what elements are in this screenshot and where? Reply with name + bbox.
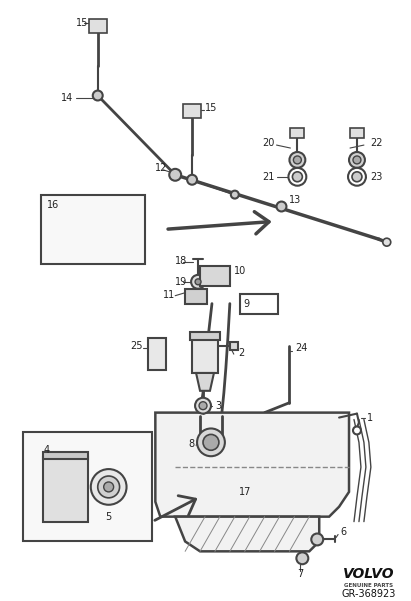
Circle shape — [203, 435, 219, 450]
Circle shape — [191, 275, 205, 288]
Bar — [230, 342, 238, 350]
Text: VOLVO: VOLVO — [343, 567, 395, 581]
Text: 15: 15 — [76, 18, 88, 28]
Bar — [291, 128, 304, 138]
Bar — [350, 128, 364, 138]
Circle shape — [197, 429, 225, 456]
Text: 17: 17 — [238, 487, 251, 497]
Circle shape — [187, 175, 197, 185]
Circle shape — [292, 172, 302, 182]
Text: GR-368923: GR-368923 — [342, 589, 396, 599]
Bar — [192, 338, 218, 373]
Circle shape — [293, 156, 301, 164]
Text: 10: 10 — [234, 266, 246, 276]
Circle shape — [277, 201, 286, 212]
Text: 4: 4 — [43, 445, 49, 456]
Text: 11: 11 — [163, 290, 175, 300]
Text: 15: 15 — [205, 103, 217, 114]
Text: 1: 1 — [367, 412, 373, 423]
Bar — [200, 266, 230, 286]
Text: 20: 20 — [263, 138, 275, 148]
Text: 13: 13 — [289, 195, 302, 204]
Polygon shape — [175, 517, 319, 551]
Text: 16: 16 — [47, 200, 59, 210]
Circle shape — [349, 152, 365, 168]
Bar — [23, 433, 152, 542]
Text: 23: 23 — [370, 172, 382, 182]
Circle shape — [91, 469, 127, 505]
Text: 22: 22 — [370, 138, 382, 148]
Circle shape — [104, 482, 113, 492]
Text: 25: 25 — [131, 341, 143, 351]
Circle shape — [195, 398, 211, 413]
Circle shape — [199, 401, 207, 410]
Bar — [190, 332, 220, 340]
Polygon shape — [155, 413, 349, 517]
Text: GENUINE PARTS: GENUINE PARTS — [344, 582, 393, 588]
Text: 14: 14 — [61, 93, 73, 103]
Bar — [43, 457, 88, 522]
Text: 7: 7 — [298, 569, 304, 579]
Text: 9: 9 — [244, 299, 250, 309]
Circle shape — [289, 168, 306, 186]
Bar — [41, 195, 145, 264]
Circle shape — [289, 152, 305, 168]
Circle shape — [231, 191, 239, 198]
Circle shape — [348, 168, 366, 186]
Text: 8: 8 — [188, 439, 194, 450]
Bar — [43, 452, 88, 459]
Bar — [185, 288, 207, 304]
Text: 2: 2 — [238, 348, 244, 358]
Bar — [148, 338, 166, 370]
Circle shape — [195, 279, 201, 285]
Circle shape — [296, 552, 308, 564]
Text: 3: 3 — [215, 401, 221, 410]
Circle shape — [383, 238, 391, 246]
Text: 12: 12 — [155, 163, 168, 173]
Text: 5: 5 — [106, 511, 112, 522]
Circle shape — [311, 534, 323, 545]
Bar — [89, 19, 107, 33]
Bar — [240, 294, 277, 314]
Polygon shape — [196, 373, 214, 391]
Text: 24: 24 — [296, 343, 308, 353]
Circle shape — [353, 427, 361, 435]
Circle shape — [98, 476, 120, 498]
Text: 18: 18 — [175, 256, 187, 266]
Text: 21: 21 — [263, 172, 275, 182]
Circle shape — [93, 91, 103, 100]
Text: 6: 6 — [340, 526, 346, 537]
Text: 19: 19 — [175, 277, 187, 287]
Bar — [183, 105, 201, 118]
Circle shape — [353, 156, 361, 164]
Circle shape — [352, 172, 362, 182]
Circle shape — [169, 169, 181, 181]
